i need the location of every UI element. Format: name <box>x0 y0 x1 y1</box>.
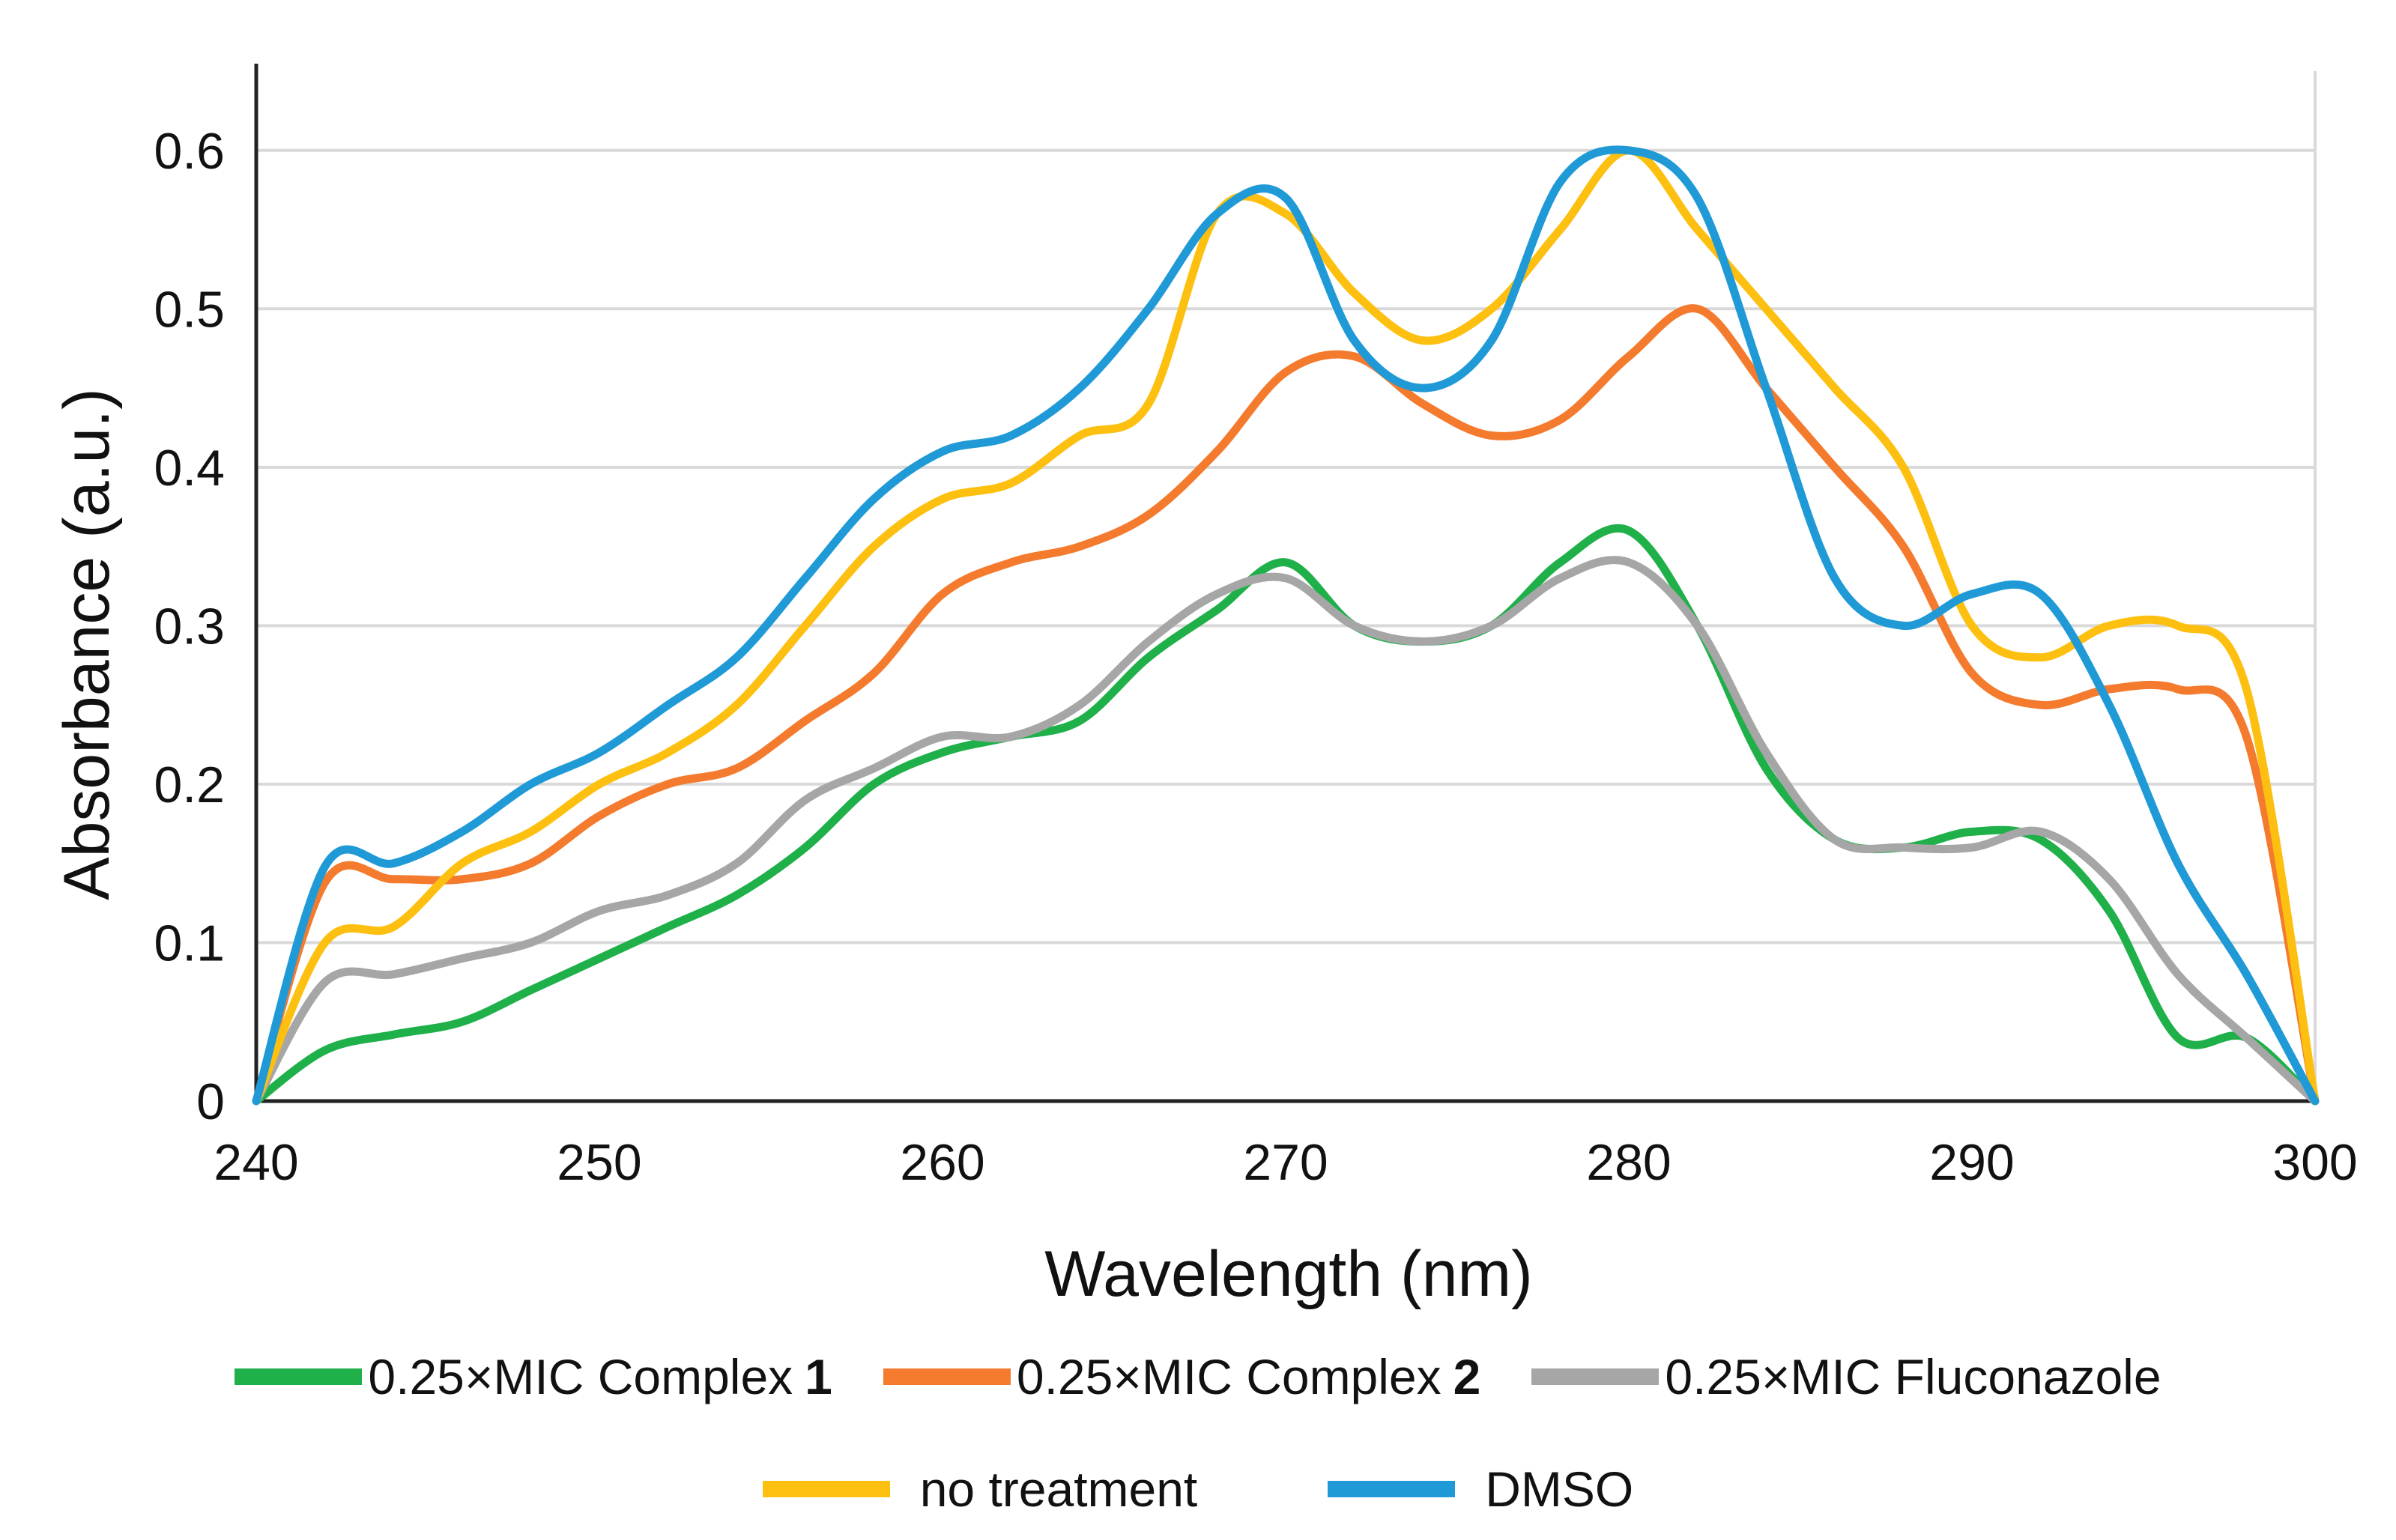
legend-swatch-complex-1 <box>235 1368 363 1385</box>
series-line-dmso <box>252 145 2320 1106</box>
x-axis-title: Wavelength (nm) <box>1044 1238 1533 1310</box>
y-tick-label: 0.4 <box>154 440 225 497</box>
legend-item-no-treatment[interactable]: no treatment <box>762 1461 1198 1518</box>
legend-item-complex-2[interactable]: 0.25×MIC Complex 2 <box>883 1348 1480 1405</box>
y-tick-label: 0.6 <box>154 123 225 180</box>
legend-swatch-complex-2 <box>883 1368 1011 1385</box>
axes <box>254 64 2315 1103</box>
legend-label-dmso: DMSO <box>1485 1461 1634 1517</box>
x-tick-label: 240 <box>214 1134 298 1191</box>
series-line-fluconazole <box>252 556 2320 1106</box>
legend-row-1: 0.25×MIC Complex 1 0.25×MIC Complex 2 0.… <box>0 1348 2396 1405</box>
x-tick-label: 290 <box>1929 1134 2014 1191</box>
y-tick-label: 0.1 <box>154 915 225 971</box>
legend-item-fluconazole[interactable]: 0.25×MIC Fluconazole <box>1531 1348 2161 1405</box>
legend-swatch-no-treatment <box>762 1481 890 1497</box>
series-line-no-treatment <box>252 146 2320 1106</box>
x-tick-label: 280 <box>1586 1134 1671 1191</box>
series-lines <box>252 145 2320 1106</box>
legend-item-complex-1[interactable]: 0.25×MIC Complex 1 <box>235 1348 832 1405</box>
y-tick-label: 0 <box>196 1073 225 1130</box>
y-tick-label: 0.2 <box>154 757 225 813</box>
legend-item-dmso[interactable]: DMSO <box>1328 1461 1633 1518</box>
x-tick-label: 300 <box>2272 1134 2357 1191</box>
legend-label-fluconazole: 0.25×MIC Fluconazole <box>1665 1349 2161 1404</box>
y-tick-label: 0.5 <box>154 281 225 338</box>
legend-number-complex-2: 2 <box>1453 1349 1481 1404</box>
series-line-complex-2 <box>252 304 2320 1106</box>
y-axis-title: Absorbance (a.u.) <box>51 388 123 900</box>
legend-label-complex-1: 0.25×MIC Complex <box>368 1349 793 1404</box>
legend-row-2: no treatment DMSO <box>0 1461 2396 1518</box>
legend-number-complex-1: 1 <box>805 1349 832 1404</box>
y-tick-label: 0.3 <box>154 598 225 655</box>
tick-labels: 0 0.1 0.2 0.3 0.4 0.5 0.6 240 250 260 270 280 290 300 <box>154 123 2357 1191</box>
x-tick-label: 270 <box>1243 1134 1328 1191</box>
legend-swatch-fluconazole <box>1531 1368 1660 1385</box>
x-tick-label: 260 <box>900 1134 984 1191</box>
legend-label-no-treatment: no treatment <box>919 1461 1198 1517</box>
series-line-complex-1 <box>252 524 2320 1106</box>
x-tick-label: 250 <box>557 1134 641 1191</box>
legend-label-complex-2: 0.25×MIC Complex <box>1016 1349 1441 1404</box>
legend-swatch-dmso <box>1328 1481 1456 1497</box>
